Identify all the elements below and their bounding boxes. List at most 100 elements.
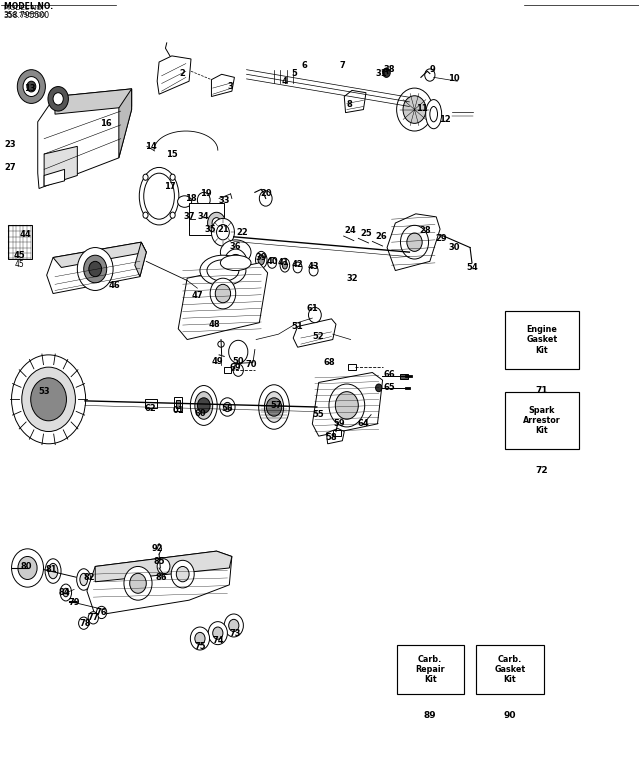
Circle shape — [259, 190, 272, 206]
Bar — [223, 367, 231, 373]
Polygon shape — [211, 74, 234, 97]
Circle shape — [27, 81, 36, 92]
Bar — [348, 364, 356, 370]
Text: 20: 20 — [260, 190, 271, 198]
Ellipse shape — [45, 559, 61, 584]
Circle shape — [88, 611, 99, 624]
Text: 32: 32 — [346, 273, 358, 283]
Ellipse shape — [63, 588, 68, 597]
Polygon shape — [87, 551, 232, 615]
Text: 90: 90 — [504, 711, 516, 720]
Text: 74: 74 — [212, 637, 223, 645]
Text: 33: 33 — [218, 196, 230, 204]
Polygon shape — [53, 242, 147, 267]
Ellipse shape — [218, 341, 224, 347]
Ellipse shape — [426, 100, 442, 129]
Text: 41: 41 — [277, 258, 289, 267]
Text: 55: 55 — [313, 410, 324, 419]
Circle shape — [172, 561, 194, 588]
Polygon shape — [326, 429, 344, 444]
Text: 81: 81 — [46, 565, 58, 574]
Text: 66: 66 — [383, 370, 395, 379]
Text: 53: 53 — [38, 387, 50, 396]
Text: 79: 79 — [68, 598, 80, 607]
Ellipse shape — [195, 392, 212, 419]
Text: 69: 69 — [230, 362, 241, 372]
Text: 52: 52 — [313, 332, 324, 341]
Polygon shape — [38, 89, 132, 188]
Circle shape — [309, 265, 318, 276]
Circle shape — [17, 70, 45, 104]
Text: 14: 14 — [145, 142, 157, 151]
Text: 9: 9 — [429, 65, 435, 74]
Bar — [145, 399, 157, 408]
Circle shape — [197, 192, 210, 207]
Text: 28: 28 — [420, 227, 431, 235]
Text: Spark
Arrestor
Kit: Spark Arrestor Kit — [523, 406, 561, 435]
Circle shape — [124, 567, 152, 600]
Circle shape — [228, 619, 239, 631]
Text: 23: 23 — [4, 141, 16, 149]
Circle shape — [335, 392, 358, 419]
Circle shape — [12, 355, 86, 444]
Text: 11: 11 — [416, 104, 428, 113]
Circle shape — [216, 224, 229, 240]
Text: 92: 92 — [151, 545, 163, 553]
Circle shape — [97, 606, 107, 618]
Ellipse shape — [207, 260, 239, 281]
Text: 89: 89 — [424, 711, 436, 720]
Text: 46: 46 — [109, 281, 120, 290]
Bar — [333, 430, 341, 436]
Text: 358.795500: 358.795500 — [4, 12, 46, 18]
Circle shape — [425, 69, 435, 81]
Polygon shape — [119, 89, 132, 158]
Circle shape — [220, 398, 235, 416]
Text: 40: 40 — [266, 257, 278, 266]
Text: 38: 38 — [383, 65, 395, 74]
Text: 82: 82 — [83, 573, 95, 581]
Polygon shape — [387, 214, 440, 270]
Ellipse shape — [280, 258, 290, 272]
Text: 29: 29 — [436, 233, 447, 243]
Bar — [505, 311, 579, 369]
Bar — [174, 397, 182, 411]
Text: 15: 15 — [166, 150, 178, 158]
Text: 16: 16 — [100, 119, 112, 127]
Text: 75: 75 — [194, 642, 205, 650]
Circle shape — [210, 278, 236, 309]
Polygon shape — [344, 91, 366, 113]
Circle shape — [143, 174, 148, 180]
Circle shape — [22, 367, 76, 432]
Text: MODEL NO.: MODEL NO. — [4, 5, 44, 11]
Text: 6: 6 — [301, 61, 307, 71]
Text: 65: 65 — [383, 383, 395, 392]
Circle shape — [143, 212, 148, 218]
Circle shape — [268, 257, 276, 268]
Text: 2: 2 — [180, 69, 186, 78]
Text: 73: 73 — [230, 629, 241, 637]
Circle shape — [48, 87, 68, 111]
Ellipse shape — [80, 574, 88, 586]
Circle shape — [208, 621, 227, 644]
Text: 19: 19 — [200, 190, 212, 198]
Ellipse shape — [264, 392, 284, 422]
Text: 25: 25 — [360, 229, 372, 238]
Circle shape — [195, 632, 205, 644]
Text: Carb.
Repair
Kit: Carb. Repair Kit — [415, 654, 445, 684]
Text: 13: 13 — [24, 84, 35, 94]
Circle shape — [176, 567, 189, 582]
Bar — [189, 203, 224, 235]
Circle shape — [157, 559, 170, 574]
Text: 24: 24 — [345, 227, 356, 235]
Circle shape — [376, 384, 382, 392]
Bar — [176, 400, 180, 408]
Circle shape — [12, 549, 44, 588]
Text: 3: 3 — [228, 82, 234, 91]
Text: 84: 84 — [59, 588, 70, 597]
Text: 71: 71 — [536, 386, 548, 395]
Text: 10: 10 — [448, 74, 460, 84]
Ellipse shape — [200, 255, 246, 286]
Circle shape — [403, 96, 426, 124]
Ellipse shape — [60, 584, 72, 601]
Text: 56: 56 — [221, 404, 233, 413]
